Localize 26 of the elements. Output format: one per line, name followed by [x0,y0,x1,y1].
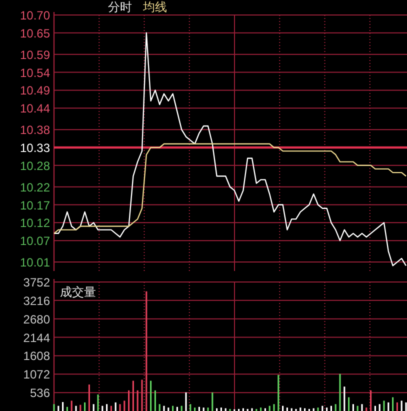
y-tick-label: 10.17 [20,198,50,212]
text: 均线 [142,0,167,14]
y-tick-label: 10.70 [20,8,50,22]
y-tick-label: 10.65 [20,26,50,40]
y-tick-label: 10.33 [20,140,50,155]
y-tick-label: 2680 [23,312,50,326]
y-tick-label: 10.22 [20,180,50,194]
y-tick-label: 536 [30,386,50,400]
y-tick-label: 10.38 [20,123,50,138]
y-tick-label: 10.49 [20,84,50,98]
y-tick-label: 10.44 [20,102,50,116]
y-tick-label: 10.59 [20,48,50,62]
line-series [53,143,407,234]
y-tick-label: 10.07 [20,234,50,248]
y-tick-label: 2144 [23,330,50,345]
chart-title: 成交量 [60,285,96,299]
y-tick-label: 10.01 [20,256,50,270]
y-tick-label: 10.28 [20,158,50,173]
y-tick-label: 3752 [23,276,50,290]
y-tick-label: 10.12 [20,216,50,230]
y-tick-label: 1072 [23,368,50,382]
y-tick-label: 1608 [23,349,50,364]
y-tick-label: 10.54 [20,66,50,80]
chart-title: 分时 [108,0,132,14]
line-series [53,32,407,266]
y-tick-label: 3216 [23,294,50,308]
